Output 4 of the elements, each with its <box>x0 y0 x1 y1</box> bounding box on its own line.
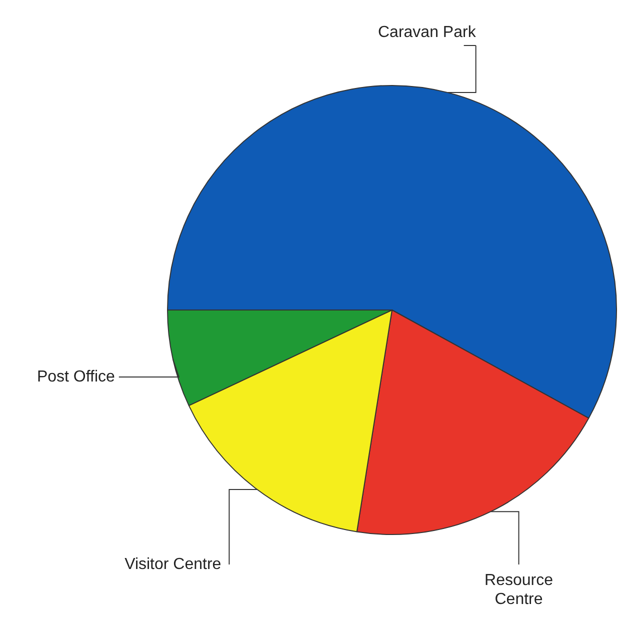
slice-label: Caravan Park <box>378 24 477 41</box>
slice-label: Resource Centre <box>484 572 554 608</box>
slice-label: Visitor Centre <box>124 556 222 573</box>
slice-label: Post Office <box>36 368 115 386</box>
